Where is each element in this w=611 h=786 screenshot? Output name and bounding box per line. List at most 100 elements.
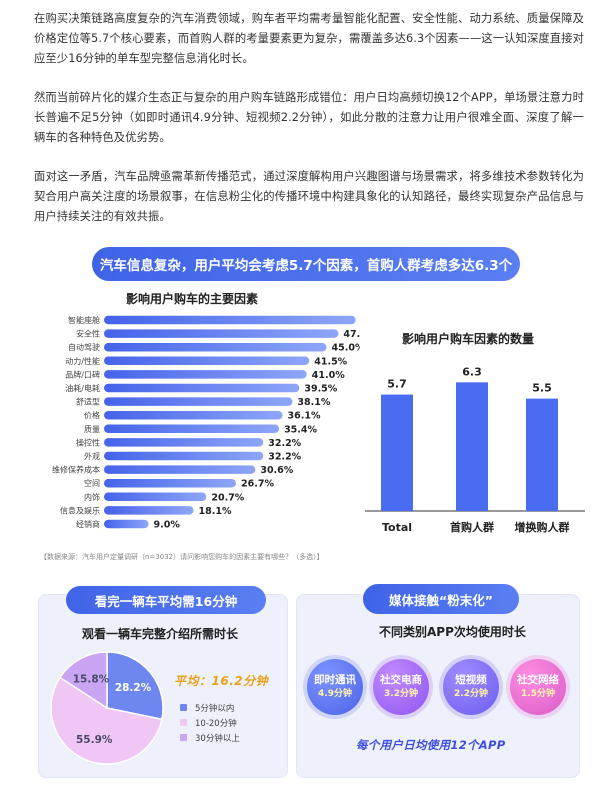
factor-category-label: 舒适型 [76,397,100,407]
factor-category-label: 维修保养成本 [52,465,100,475]
media-banner: 媒体接触“粉末化” [363,584,519,614]
factor-bar [104,478,237,488]
factor-value-label: 41.0% [312,370,345,381]
bubble-label: 社交网络 [517,674,559,686]
factor-count-column-chart: 5.7 Total 6.3 首购人群 5.5 增换购人群 [365,365,585,534]
factor-category-label: 空间 [84,478,100,488]
factor-value-label: 45.0% [332,343,360,354]
legend-item: 30分钟以上 [180,730,240,745]
data-source-note: 【数据来源：汽车用户定量调研（n=3032）请问影响您购车的因素主要有哪些？（多… [40,553,324,561]
pie-slice [50,676,163,765]
factor-category-label: 品牌/口碑 [65,369,100,379]
factor-value-label: 32.2% [268,452,301,463]
factor-bar [104,519,149,529]
pie-slice-label: 55.9% [76,734,113,746]
factor-bar [104,370,307,379]
intro-paragraph-2: 然而当前碎片化的媒介生态正与复杂的用户购车链路形成错位：用户日均高频切换12个A… [34,91,584,144]
factor-bar [104,451,264,461]
factor-count-category: 首购人群 [450,520,494,534]
bubble-label: 短视频 [455,674,487,686]
factor-value-label: 39.5% [304,384,337,395]
factor-bar [104,492,207,502]
factor-value-label: 18.1% [199,506,232,517]
factor-category-label: 质量 [84,424,100,434]
factor-count-value: 5.5 [532,382,552,395]
factor-bar [104,410,283,420]
bubble-social-commerce: 社交电商 3.2分钟 [373,659,429,715]
intro-paragraph-1: 在购买决策链路高度复杂的汽车消费领域，购车者平均需考量智能化配置、安全性能、动力… [34,12,584,65]
bubble-short-video: 短视频 2.2分钟 [443,659,499,715]
factor-count-bar [456,382,488,511]
bubble-value: 1.5分钟 [521,689,555,699]
factor-value-label: 30.6% [260,465,293,476]
factor-count-category: Total [382,521,412,534]
factor-category-label: 外观 [84,451,100,461]
factor-value-label: 41.5% [314,356,347,367]
factor-bar [104,383,300,393]
factor-category-label: 信息及娱乐 [60,505,100,515]
factor-category-label: 价格 [84,410,100,420]
factor-category-label: 智能座舱 [68,315,100,325]
factor-value-label: 9.0% [154,520,181,531]
factor-value-label: 47.4% [343,329,360,340]
factor-category-label: 自动驾驶 [68,342,100,352]
factor-category-label: 油耗/电耗 [65,383,100,393]
pie-slice [106,651,164,721]
average-duration: 平均：16.2分钟 [174,674,269,688]
factor-value-label: 32.2% [268,438,301,449]
legend-label: 5分钟以内 [195,703,235,714]
bubble-instant-messaging: 即时通讯 4.9分钟 [307,659,363,715]
factor-category-label: 经销商 [76,519,100,529]
bubble-value: 4.9分钟 [318,689,352,699]
factor-bar [104,506,194,515]
pie-slice-label: 28.2% [115,682,152,694]
factor-bar [104,329,339,338]
factor-chart-title: 影响用户购车的主要因素 [126,292,259,306]
factor-bar [104,465,256,474]
bubble-value: 3.2分钟 [384,689,418,699]
duration-chart-title: 观看一辆车完整介绍所需时长 [82,627,239,641]
factor-value-label: 36.1% [288,411,321,422]
factor-bar [104,342,327,352]
factor-count-value: 5.7 [387,378,407,391]
legend-item: 5分钟以内 [180,700,240,715]
factor-category-label: 动力/性能 [65,356,100,366]
daily-app-count: 每个用户日均使用12个APP [356,738,506,752]
factor-category-label: 安全性 [76,329,100,339]
pie-slice-label: 15.8% [73,673,110,685]
factor-category-label: 内饰 [84,492,100,502]
factor-bar [104,315,356,325]
factor-value-label: 38.1% [297,397,330,408]
app-usage-title: 不同类别APP次均使用时长 [379,625,526,639]
bubble-value: 2.2分钟 [454,689,488,699]
pie-slice [59,651,108,710]
factor-bar [104,438,264,447]
factor-count-bar [381,394,413,511]
factor-count-chart-title: 影响用户购车因素的数量 [402,332,535,346]
factor-count-value: 6.3 [462,365,482,378]
bubble-label: 社交电商 [380,674,422,686]
factor-value-label: 20.7% [211,492,244,503]
factor-bar [104,424,280,434]
duration-pie-chart: 28.2% 55.9% 15.8% [50,651,164,765]
factor-bar-chart: 智能座舱50.9%安全性47.4%自动驾驶45.0%动力/性能41.5%品牌/口… [52,315,360,531]
intro-paragraph-3: 面对这一矛盾，汽车品牌亟需革新传播范式，通过深度解构用户兴趣图谱与场景需求，将多… [34,170,584,223]
headline-banner: 汽车信息复杂，用户平均会考虑5.7个因素，首购人群考虑多达6.3个 [92,247,520,281]
factor-count-bar [526,398,558,511]
factor-value-label: 35.4% [284,424,317,435]
bubble-social-network: 社交网络 1.5分钟 [510,659,566,715]
legend-label: 10-20分钟 [195,718,237,729]
factor-category-label: 操控性 [76,437,100,447]
pie-legend: 5分钟以内 10-20分钟 30分钟以上 [180,700,240,745]
legend-label: 30分钟以上 [195,733,240,744]
bubble-label: 即时通讯 [314,674,356,686]
legend-swatch [180,704,187,711]
legend-item: 10-20分钟 [180,715,240,730]
factor-count-category: 增换购人群 [515,520,570,534]
factor-bar [104,356,310,366]
factor-bar [104,397,293,406]
duration-banner: 看完一辆车平均需16分钟 [66,586,266,614]
legend-swatch [180,734,187,741]
factor-value-label: 26.7% [241,479,274,490]
legend-swatch [180,719,187,726]
